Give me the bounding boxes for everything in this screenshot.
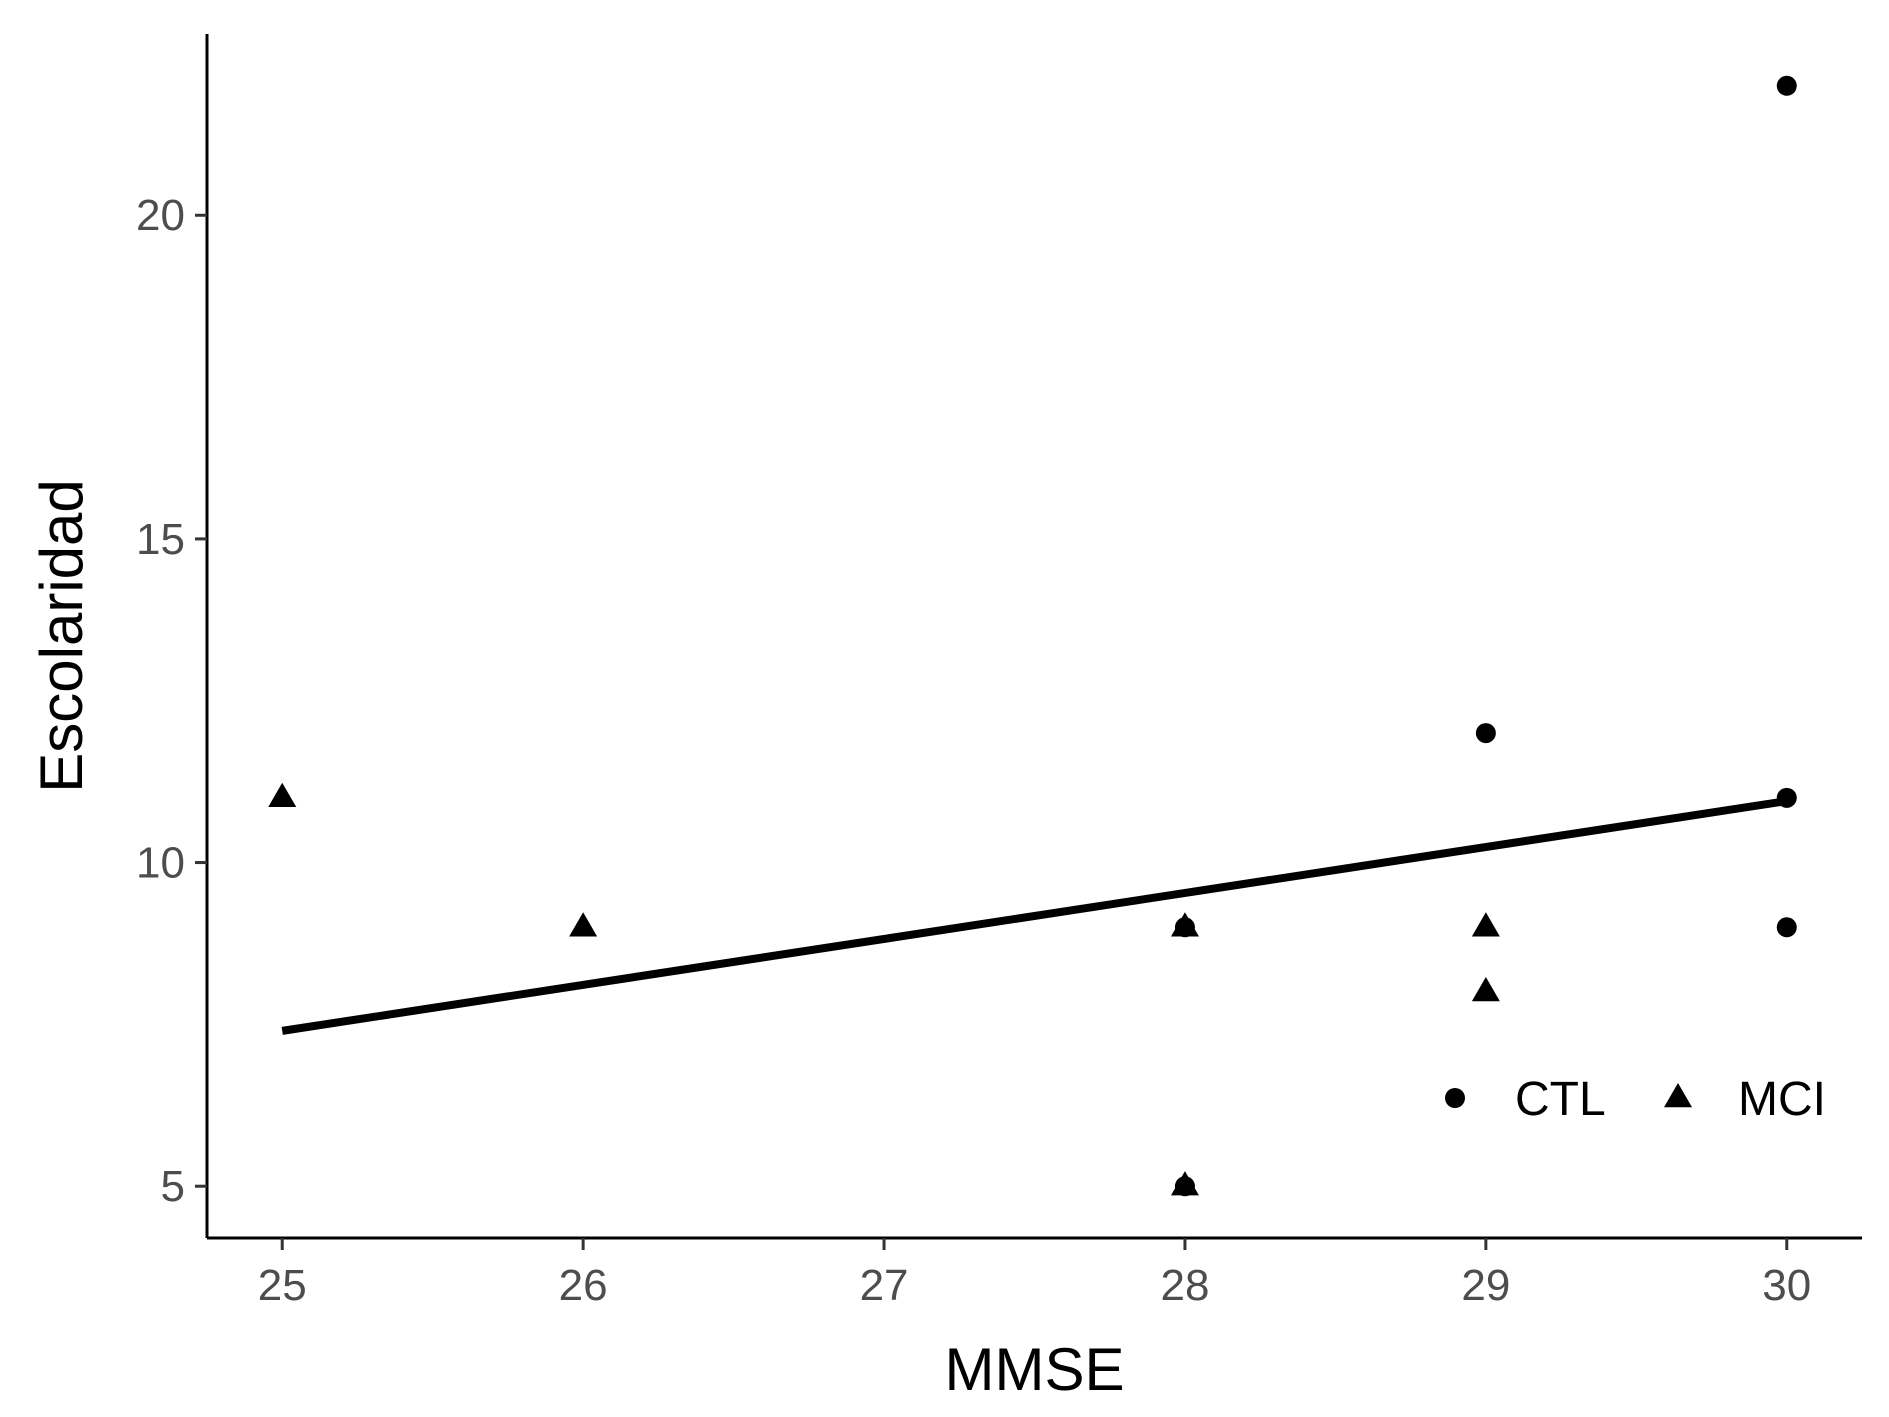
y-axis-title: Escolaridad — [28, 479, 95, 793]
legend-label-mci: MCI — [1738, 1073, 1826, 1126]
point-ctl — [1776, 75, 1797, 96]
point-ctl — [1776, 787, 1797, 808]
point-mci — [1471, 912, 1500, 937]
point-mci — [569, 912, 598, 937]
x-tick-label: 25 — [258, 1261, 307, 1310]
y-axis-ticks: 5 10 15 20 — [136, 191, 207, 1211]
legend: CTL MCI — [1445, 1073, 1826, 1126]
legend-key-mci — [1664, 1082, 1692, 1108]
legend-label-ctl: CTL — [1515, 1073, 1606, 1126]
x-axis-ticks: 25 26 27 28 29 30 — [258, 1238, 1811, 1310]
axes: 25 26 27 28 29 30 5 10 15 20 — [136, 34, 1862, 1310]
x-tick-label: 28 — [1160, 1261, 1209, 1310]
point-mci — [1471, 976, 1500, 1002]
y-tick-label: 10 — [136, 839, 185, 888]
y-tick-label: 15 — [136, 515, 185, 564]
point-mci — [268, 782, 297, 808]
x-tick-label: 27 — [860, 1261, 909, 1310]
x-tick-label: 29 — [1461, 1261, 1510, 1310]
point-ctl — [1776, 917, 1797, 938]
y-tick-label: 5 — [161, 1162, 185, 1211]
point-mci — [1170, 912, 1199, 937]
point-ctl — [1475, 723, 1496, 744]
x-axis-title: MMSE — [945, 1336, 1125, 1403]
x-tick-label: 26 — [559, 1261, 608, 1310]
point-mci — [1170, 1171, 1199, 1196]
legend-key-ctl — [1445, 1088, 1465, 1108]
y-tick-label: 20 — [136, 191, 185, 240]
x-tick-label: 30 — [1762, 1261, 1811, 1310]
plot-area — [268, 75, 1797, 1197]
trend-line — [281, 797, 1788, 1035]
